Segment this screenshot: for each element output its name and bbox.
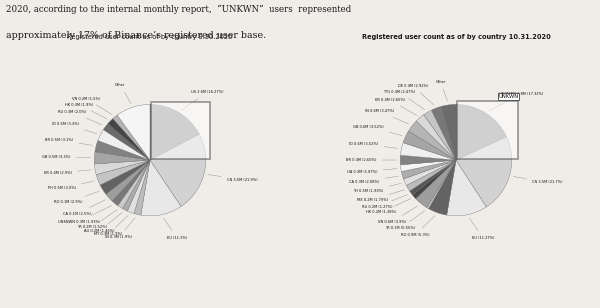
Wedge shape bbox=[403, 131, 456, 160]
Text: 2020, according to the internal monthly report,  “UNKWN”  users  represented: 2020, according to the internal monthly … bbox=[6, 5, 351, 14]
Wedge shape bbox=[98, 130, 150, 160]
Text: EU (11.27%): EU (11.27%) bbox=[469, 218, 494, 240]
Text: ID 0.5M (3.3%): ID 0.5M (3.3%) bbox=[52, 122, 97, 134]
Wedge shape bbox=[103, 124, 150, 160]
Wedge shape bbox=[409, 121, 456, 160]
Text: DE 0.4M (2.92%): DE 0.4M (2.92%) bbox=[398, 84, 434, 105]
Wedge shape bbox=[406, 160, 456, 191]
Wedge shape bbox=[150, 134, 206, 206]
Wedge shape bbox=[118, 160, 150, 209]
Wedge shape bbox=[416, 115, 456, 160]
Title: Registered user count as of by country 9.30.2020: Registered user count as of by country 9… bbox=[67, 34, 233, 40]
Wedge shape bbox=[113, 115, 150, 160]
Text: RU 0.2M (1.27%): RU 0.2M (1.27%) bbox=[362, 195, 407, 209]
Text: HK 0.2M (1.38%): HK 0.2M (1.38%) bbox=[366, 199, 410, 214]
Text: UNKWN: UNKWN bbox=[498, 94, 518, 99]
Bar bbox=[457, 100, 518, 159]
Text: ID 0.6M (3.52%): ID 0.6M (3.52%) bbox=[349, 142, 398, 148]
Wedge shape bbox=[456, 104, 506, 160]
Wedge shape bbox=[428, 160, 456, 215]
Wedge shape bbox=[94, 160, 150, 175]
Title: Registered user count as of by country 10.31.2020: Registered user count as of by country 1… bbox=[362, 34, 550, 40]
Text: KR 0.4M (2.9%): KR 0.4M (2.9%) bbox=[44, 170, 91, 175]
Text: CN 3.5M (21.7%): CN 3.5M (21.7%) bbox=[514, 176, 563, 184]
Wedge shape bbox=[447, 160, 486, 216]
Text: Other: Other bbox=[435, 80, 448, 101]
Wedge shape bbox=[106, 160, 150, 201]
Text: BR 0.5M (3.1%): BR 0.5M (3.1%) bbox=[46, 138, 92, 145]
Wedge shape bbox=[134, 160, 150, 215]
Text: VN 0.2M (1.5%): VN 0.2M (1.5%) bbox=[72, 97, 112, 115]
Wedge shape bbox=[108, 119, 150, 160]
Wedge shape bbox=[427, 160, 456, 209]
Wedge shape bbox=[100, 160, 150, 194]
Wedge shape bbox=[410, 160, 456, 195]
Wedge shape bbox=[112, 160, 150, 205]
Text: AU 0.2M (1.46%): AU 0.2M (1.46%) bbox=[84, 213, 122, 233]
Text: RO 0.1M (2.9%): RO 0.1M (2.9%) bbox=[55, 191, 99, 204]
Wedge shape bbox=[401, 160, 456, 179]
Text: KR 0.4M (2.65%): KR 0.4M (2.65%) bbox=[374, 98, 417, 116]
Text: BR 0.4M (2.60%): BR 0.4M (2.60%) bbox=[346, 158, 397, 162]
Text: UA 0.3M (1.87%): UA 0.3M (1.87%) bbox=[347, 168, 397, 174]
Text: MX 0.2M (1.79%): MX 0.2M (1.79%) bbox=[356, 190, 404, 202]
Wedge shape bbox=[127, 160, 150, 213]
Text: CA 0.3M (2.08%): CA 0.3M (2.08%) bbox=[349, 176, 398, 184]
Text: PH 0.5M (3.0%): PH 0.5M (3.0%) bbox=[48, 181, 94, 190]
Wedge shape bbox=[456, 137, 512, 207]
Text: TR 0.2M (1.52%): TR 0.2M (1.52%) bbox=[77, 210, 117, 229]
Text: US 2.6M (16.27%): US 2.6M (16.27%) bbox=[182, 91, 223, 110]
Text: RU 0.3M (2.0%): RU 0.3M (2.0%) bbox=[58, 111, 102, 125]
Wedge shape bbox=[400, 160, 456, 172]
Text: UNKNWN 0.3M (1.93%): UNKNWN 0.3M (1.93%) bbox=[58, 205, 112, 224]
Text: HK 0.3M (1.9%): HK 0.3M (1.9%) bbox=[65, 103, 107, 119]
Wedge shape bbox=[122, 160, 150, 211]
Text: approximately 17% of Binance’s registered user base.: approximately 17% of Binance’s registere… bbox=[6, 31, 266, 40]
Text: VN 0.6M (3.9%): VN 0.6M (3.9%) bbox=[378, 206, 418, 224]
Text: GB 0.5M (3.3%): GB 0.5M (3.3%) bbox=[43, 155, 91, 159]
Text: TTG 0.4M (2.47%): TTG 0.4M (2.47%) bbox=[383, 90, 425, 110]
Text: RO 0.9M (5.3%): RO 0.9M (5.3%) bbox=[401, 216, 435, 237]
Wedge shape bbox=[96, 160, 150, 185]
Text: Other: Other bbox=[115, 83, 131, 104]
Wedge shape bbox=[400, 155, 456, 165]
Text: MY 0.3M (1.9%): MY 0.3M (1.9%) bbox=[94, 215, 128, 236]
Text: IN 0.6M (3.47%): IN 0.6M (3.47%) bbox=[365, 109, 409, 124]
Wedge shape bbox=[416, 160, 456, 208]
Text: IN 0.3M (1.9%): IN 0.3M (1.9%) bbox=[105, 218, 136, 239]
Text: EU (11.3%): EU (11.3%) bbox=[164, 218, 187, 240]
Wedge shape bbox=[141, 160, 181, 216]
Wedge shape bbox=[412, 160, 456, 199]
Wedge shape bbox=[442, 104, 456, 160]
Text: CN 3.5M (21.9%): CN 3.5M (21.9%) bbox=[208, 175, 257, 182]
Text: CA 0.1M (2.5%): CA 0.1M (2.5%) bbox=[64, 200, 106, 216]
Wedge shape bbox=[94, 152, 150, 164]
Text: GB 0.6M (3.52%): GB 0.6M (3.52%) bbox=[353, 125, 402, 136]
Text: TH 0.5M (1.93%): TH 0.5M (1.93%) bbox=[353, 183, 401, 193]
Wedge shape bbox=[404, 160, 456, 185]
Text: TR 0.1M (0.55%): TR 0.1M (0.55%) bbox=[385, 211, 425, 230]
Wedge shape bbox=[95, 140, 150, 160]
Wedge shape bbox=[117, 104, 150, 160]
Wedge shape bbox=[150, 104, 199, 160]
Wedge shape bbox=[431, 106, 456, 160]
Wedge shape bbox=[400, 143, 456, 160]
Text: UNKNWN 2.8M (17.32%): UNKNWN 2.8M (17.32%) bbox=[489, 91, 543, 111]
Wedge shape bbox=[424, 110, 456, 160]
Bar bbox=[151, 102, 209, 159]
